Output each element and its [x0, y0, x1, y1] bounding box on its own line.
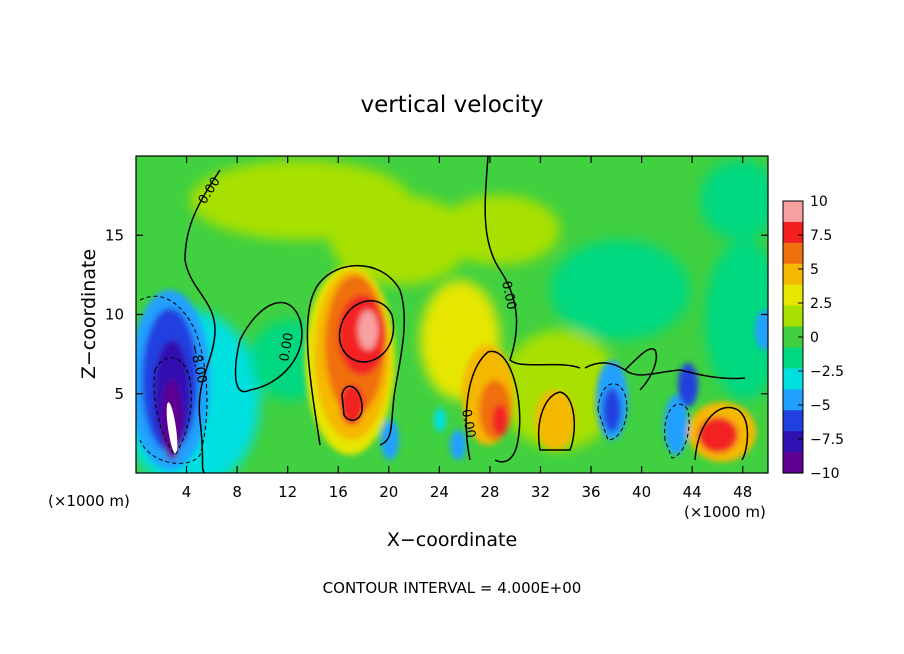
- colorbar-tick-label: 7.5: [810, 228, 832, 244]
- x-tick-label: 4: [182, 483, 192, 501]
- contour-label: 0.00: [458, 408, 478, 439]
- contour-neg-x43: [664, 403, 690, 459]
- contour-updraft-lower: [341, 385, 363, 421]
- cell-up-center-core: [358, 310, 378, 350]
- contour-updraft-inner: [338, 300, 395, 363]
- y-tick-label: 5: [114, 385, 124, 403]
- colorbar-swatch: [783, 389, 803, 411]
- contour-zero-x28: [465, 350, 521, 463]
- x-axis-label: X−coordinate: [387, 529, 517, 551]
- field-patch-cyan-top: [700, 160, 768, 240]
- contour-zero-center: [484, 156, 581, 369]
- contour-neg-left: [139, 295, 208, 464]
- x-tick-label: 32: [531, 483, 550, 501]
- contour-zero-updraft: [306, 264, 405, 446]
- colorbar-swatch: [783, 431, 803, 453]
- velocity-cells: [136, 265, 768, 470]
- field-patch-yellow-right: [500, 330, 620, 450]
- contour-zero-x33: [538, 391, 576, 451]
- y-axis-label: Z−coordinate: [78, 249, 100, 379]
- x-unit-right: (×1000 m): [684, 503, 766, 521]
- contour-zero-x40: [624, 348, 657, 391]
- colorbar-tick-label: −2.5: [810, 364, 844, 380]
- y-tick-label: 10: [105, 306, 124, 324]
- x-tick-label: 16: [329, 483, 348, 501]
- field-patch-yellow-upper: [330, 195, 470, 285]
- cell-down-24: [434, 408, 446, 432]
- colorbar-swatch: [783, 326, 803, 349]
- colorbar-tick-label: 0: [810, 330, 819, 346]
- colorbar-swatch: [783, 201, 803, 223]
- contour-neg-core: [153, 357, 192, 456]
- contour-label: 0.00: [277, 332, 297, 363]
- contour-interval-note: CONTOUR INTERVAL = 4.000E+00: [323, 579, 582, 597]
- cell-up-center-lower: [340, 385, 364, 425]
- field-patch-yellow-center: [440, 195, 560, 265]
- x-tick-label: 20: [379, 483, 398, 501]
- x-tick-label: 28: [480, 483, 499, 501]
- chart-title: vertical velocity: [361, 92, 544, 118]
- colorbar-tick-label: −10: [810, 466, 840, 482]
- colorbar-swatch: [783, 263, 803, 286]
- cell-down-right-edge: [755, 310, 768, 350]
- x-tick-label: 40: [632, 483, 651, 501]
- cell-down-25: [450, 430, 466, 460]
- colorbar-swatch: [783, 242, 803, 265]
- contour-zero-loop-a: [234, 301, 303, 393]
- cell-down-44: [678, 363, 698, 407]
- x-tick-label: 8: [232, 483, 242, 501]
- x-axis: 4 8 12 16 20 24 28 32 36 40 44 48: [182, 156, 752, 501]
- colorbar-tick-label: 5: [810, 262, 819, 278]
- plot-area: 0.00 0.00 0.00 −8.00 0.00: [136, 156, 768, 473]
- colorbar-swatch: [783, 452, 803, 474]
- colorbar-swatch: [783, 347, 803, 369]
- cell-down-20: [381, 420, 399, 460]
- x-tick-label: 24: [430, 483, 449, 501]
- y-axis: 5 10 15: [105, 226, 768, 403]
- cell-up-28-core: [492, 404, 508, 436]
- x-unit-left: (×1000 m): [48, 492, 130, 510]
- x-tick-label: 12: [278, 483, 297, 501]
- colorbar-tick-label: 2.5: [810, 296, 832, 312]
- x-tick-label: 44: [683, 483, 702, 501]
- cell-down-38-core: [603, 388, 621, 432]
- x-tick-label: 48: [733, 483, 752, 501]
- field-patch-cyan-mid: [550, 240, 690, 340]
- contour-negative: [139, 295, 690, 464]
- colorbar-swatch: [783, 221, 803, 244]
- contour-lines: [184, 156, 749, 473]
- x-tick-label: 36: [581, 483, 600, 501]
- colorbar-tick-label: 10: [810, 194, 828, 210]
- cell-down-left-peak: [166, 402, 178, 454]
- colorbar-swatch: [783, 410, 803, 432]
- y-tick-label: 15: [105, 226, 124, 244]
- contour-zero-x46: [694, 406, 749, 461]
- contour-label: 0.00: [498, 280, 519, 311]
- cell-up-46-core: [698, 417, 738, 453]
- colorbar-tick-label: −7.5: [810, 432, 844, 448]
- colorbar-tick-label: −5: [810, 398, 831, 414]
- field-patch-cyan-right: [705, 240, 768, 400]
- colorbar: 10 7.5 5 2.5 0 −2.5 −5 −7.5 −10: [782, 194, 844, 482]
- contour-zero-left: [184, 169, 221, 473]
- colorbar-swatch: [783, 305, 803, 328]
- colorbar-swatch: [783, 368, 803, 390]
- colorbar-swatch: [783, 284, 803, 307]
